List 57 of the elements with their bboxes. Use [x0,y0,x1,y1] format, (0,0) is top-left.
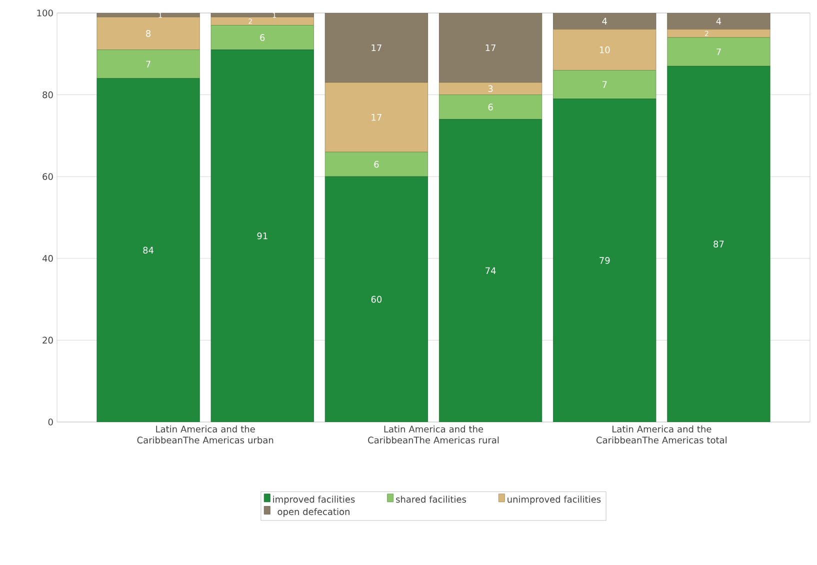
data-label: 17 [372,44,382,52]
bar [324,82,428,152]
bar [553,29,656,70]
bar [439,94,542,120]
y-tick-label: 40 [42,254,53,262]
bar [439,119,542,422]
x-tick-label: Latin America and the CaribbeanThe Americas urban [137,426,274,444]
data-label: 74 [486,267,496,274]
bar [439,12,542,83]
data-label: 6 [488,104,493,110]
bar [210,16,314,26]
data-label: 7 [602,81,607,88]
bar [667,37,770,66]
legend-label: shared facilities [396,496,466,503]
bar [96,78,200,422]
bar [324,152,428,177]
data-label: 6 [260,34,265,41]
bar [667,12,770,30]
data-label: 79 [600,257,610,264]
data-label: 6 [374,160,379,168]
data-label: 17 [372,114,382,121]
bar [667,66,770,422]
data-label: 17 [486,44,496,52]
data-label: 60 [371,296,382,303]
y-tick-label: 20 [42,336,53,344]
bar [324,12,428,83]
bar [324,176,428,422]
bar [553,12,656,30]
y-tick-label: 60 [42,173,53,180]
data-label: 7 [146,60,150,68]
bar [96,50,200,79]
x-tick-label: Latin America and the CaribbeanThe Americas total [596,426,726,444]
data-label: 87 [714,240,724,248]
y-tick-label: 100 [37,10,53,16]
y-tick-label: 0 [48,418,53,426]
bar [439,82,542,95]
data-label: 10 [600,46,610,54]
data-label: 4 [716,18,722,24]
x-tick-label: Latin America and the CaribbeanThe Americas rural [368,426,499,444]
y-tick-label: 80 [42,91,53,98]
data-label: 84 [143,246,154,254]
bar [553,98,656,422]
legend-label: unimproved facilities [508,496,601,504]
bar [96,16,200,50]
legend-label: improved facilities [273,496,355,504]
bar [667,29,770,38]
data-label: 7 [716,48,721,56]
bar [553,70,656,100]
data-label: 91 [257,232,268,240]
bar [210,25,314,50]
bar [96,12,200,18]
data-label: 8 [146,30,151,37]
bar [210,12,314,18]
legend-label: open defecation [278,508,350,517]
data-label: 3 [488,85,493,92]
bar [210,50,314,422]
data-label: 4 [602,18,607,24]
